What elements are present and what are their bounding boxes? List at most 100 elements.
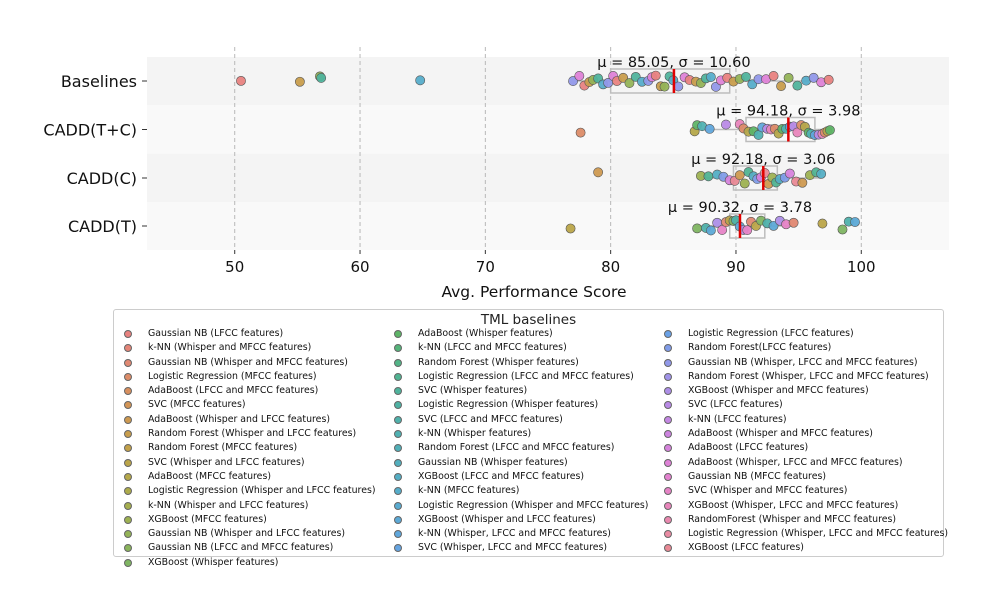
legend-swatch [664,472,672,481]
legend-label: k-NN (MFCC features) [418,485,520,497]
data-point [783,72,794,83]
legend-swatch [664,344,672,353]
legend-label: Gaussian NB (Whisper and LFCC features) [148,528,346,540]
data-point [711,81,721,92]
data-point [618,72,629,83]
data-point [792,80,803,91]
legend-label: Random Forest (Whisper, LFCC and MFCC fe… [688,370,929,382]
legend-label: SVC (MFCC features) [148,399,246,411]
legend-label: AdaBoost (Whisper and MFCC features) [688,428,873,440]
legend-label: XGBoost (LFCC features) [688,542,804,554]
data-point [692,223,703,234]
legend-label: AdaBoost (MFCC features) [148,470,271,482]
x-tick-label: 90 [726,258,745,276]
legend-swatch [664,544,672,553]
legend-swatch [664,387,672,396]
legend-swatch [394,444,402,453]
stats-annotation: μ = 94.18, σ = 3.98 [716,104,860,120]
data-point [565,223,576,234]
y-tick-label: Baselines [61,72,137,91]
legend-swatch [394,458,402,467]
legend-swatch [664,358,672,367]
legend-label: Logistic Regression (LFCC features) [688,328,854,339]
legend-label: Gaussian NB (LFCC features) [148,328,284,339]
data-point [575,127,586,138]
legend-swatch [124,430,132,439]
legend-swatch [394,415,402,424]
legend-swatch [394,472,402,481]
legend-swatch [124,501,132,510]
data-point [734,170,745,181]
y-tick-label: CADD(T+C) [43,121,137,140]
legend-label: XGBoost (MFCC features) [148,513,267,525]
legend-swatch [124,401,132,410]
legend-title: TML baselines [480,312,577,328]
legend-label: Logistic Regression (MFCC features) [148,370,317,382]
data-point [784,168,795,179]
legend-swatch [124,544,132,553]
legend-swatch [394,544,402,553]
data-point [808,72,819,83]
data-point [817,218,828,229]
legend-label: Random Forest (Whisper features) [418,356,579,368]
data-point [742,225,753,236]
legend-swatch [664,330,672,338]
data-point [659,81,670,92]
legend-label: SVC (Whisper, LFCC and MFCC features) [418,542,608,554]
legend-label: k-NN (Whisper, LFCC and MFCC features) [418,528,611,540]
legend-label: AdaBoost (Whisper and LFCC features) [148,413,330,425]
legend-swatch [664,487,672,496]
x-tick-label: 60 [350,258,369,276]
legend-swatch [394,344,402,353]
legend-label: AdaBoost (Whisper features) [418,328,553,339]
data-point [741,71,751,82]
data-point [294,76,305,87]
legend-label: XGBoost (Whisper features) [148,556,279,568]
row-band [147,202,949,250]
legend-swatch [394,330,402,338]
legend-label: XGBoost (LFCC and MFCC features) [418,470,585,482]
legend-label: XGBoost (Whisper and MFCC features) [688,385,869,397]
legend-label: SVC (LFCC features) [688,399,783,411]
legend-swatch [124,515,132,524]
stats-annotation: μ = 90.32, σ = 3.78 [668,200,812,216]
legend-label: Logistic Regression (Whisper, LFCC and M… [688,528,949,540]
legend-swatch [124,444,132,453]
legend-swatch [394,401,402,410]
legend-label: k-NN (Whisper and MFCC features) [148,342,312,354]
legend-swatch [124,558,132,567]
legend-swatch [394,430,402,439]
y-tick-label: CADD(T) [68,217,137,236]
legend-swatch [664,444,672,453]
data-point [850,217,860,227]
legend-swatch [664,372,672,381]
legend-swatch [664,415,672,424]
legend-label: XGBoost (Whisper and LFCC features) [418,513,596,525]
data-point [788,217,799,228]
legend-swatch [124,387,132,396]
legend-label: Logistic Regression (LFCC and MFCC featu… [418,370,634,382]
legend-swatch [664,501,672,510]
data-point [650,70,661,81]
legend-swatch [394,515,402,524]
data-point [823,74,834,85]
legend-swatch [664,515,672,524]
legend-swatch [394,387,402,396]
data-point [706,72,716,82]
legend-label: AdaBoost (Whisper, LFCC and MFCC feature… [688,456,903,468]
legend-swatch [394,487,402,496]
legend-label: k-NN (LFCC and MFCC features) [418,342,567,354]
legend-label: k-NN (Whisper features) [418,428,532,440]
legend-label: AdaBoost (LFCC and MFCC features) [148,385,319,397]
legend-label: Random Forest (MFCC features) [148,442,298,454]
legend-label: Gaussian NB (MFCC features) [688,470,827,482]
stats-annotation: μ = 85.05, σ = 10.60 [597,55,750,71]
legend-swatch [664,401,672,410]
legend-label: Logistic Regression (Whisper features) [418,399,599,411]
legend-swatch [124,472,132,481]
legend-swatch [124,458,132,467]
data-point [768,71,779,81]
x-tick-label: 80 [601,258,620,276]
legend-label: k-NN (LFCC features) [688,413,787,425]
legend-label: Gaussian NB (LFCC and MFCC features) [148,542,334,554]
